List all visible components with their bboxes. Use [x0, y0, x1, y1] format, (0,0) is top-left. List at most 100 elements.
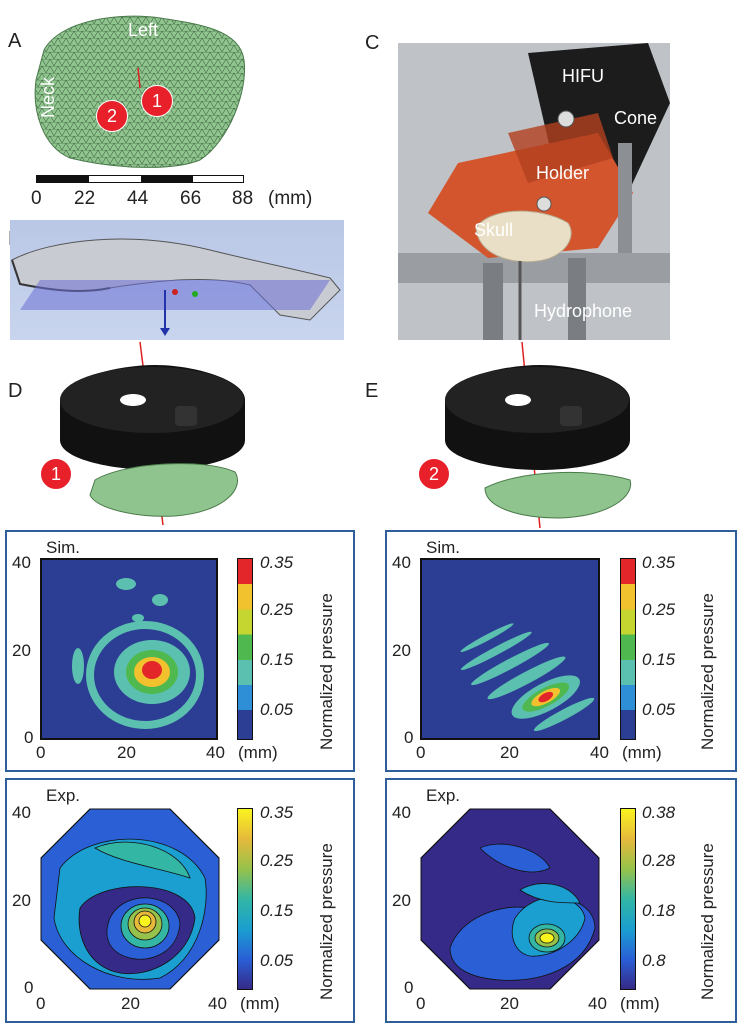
panel-b-render: [10, 220, 344, 340]
sim-e-contours: [460, 623, 595, 732]
scale-bar: [36, 175, 244, 183]
sim-d-xtick-0: 0: [36, 743, 46, 762]
sim-e-ytick-40: 40: [392, 553, 411, 572]
sim-d-xtick-20: 20: [117, 743, 136, 762]
label-skull: Skull: [474, 220, 514, 240]
exp-d-cbar-tick-1: 0.25: [260, 851, 294, 870]
exp-e-xtick-20: 20: [500, 994, 519, 1013]
exp-e-ytick-0: 0: [404, 978, 414, 997]
frame-exp-e: [385, 778, 737, 1023]
label-hifu: HIFU: [562, 66, 604, 86]
panel-e-transducer-render: [440, 340, 640, 530]
exp-e-xtick-0: 0: [416, 994, 426, 1013]
sim-e-cbar-tick-2: 0.15: [642, 650, 676, 669]
sim-e-xtick-20: 20: [500, 743, 519, 762]
sim-d-cbar-tick-1: 0.25: [260, 600, 294, 619]
sim-e-xunit: (mm): [622, 743, 662, 762]
exp-d-colorbar: [237, 808, 253, 990]
exp-d-tag: Exp.: [46, 786, 81, 805]
label-hydrophone: Hydrophone: [534, 301, 633, 321]
exp-e-tag: Exp.: [426, 786, 461, 805]
marker-1-badge-d: 1: [40, 458, 72, 490]
transducer-and-skull-d: [60, 341, 245, 526]
frame-sim-d: [5, 530, 355, 772]
sim-d-xtick-40: 40: [206, 743, 225, 762]
exp-d-heatmap: [40, 808, 220, 990]
exp-d-ytick-0: 0: [24, 978, 34, 997]
exp-d-ytick-20: 20: [12, 891, 31, 910]
exp-e-colorbar: [620, 808, 636, 990]
sim-e-cbar-tick-1: 0.25: [642, 600, 676, 619]
sim-d-contours: [72, 578, 204, 729]
exp-e-cbar-tick-0: 0.38: [642, 803, 676, 822]
exp-d-cbar-label: Normalized pressure: [317, 843, 336, 1000]
sim-e-cbar-tick-3: 0.05: [642, 700, 676, 719]
sim-d-ytick-40: 40: [12, 553, 31, 572]
sim-d-heatmap: [40, 558, 218, 740]
exp-d-xtick-0: 0: [36, 994, 46, 1013]
exp-d-xunit: (mm): [240, 994, 280, 1013]
label-cone: Cone: [614, 108, 658, 128]
transducer-and-skull-e: [445, 341, 632, 529]
exp-d-cbar-tick-2: 0.15: [260, 901, 294, 920]
sim-e-tag: Sim.: [426, 538, 460, 557]
sim-e-cbar-tick-0: 0.35: [642, 553, 676, 572]
sim-e-xtick-40: 40: [590, 743, 609, 762]
sim-d-cbar-label: Normalized pressure: [317, 593, 336, 750]
scale-tick-0: 0: [31, 188, 42, 209]
label-left: Left: [128, 20, 159, 40]
marker-2-badge: 2: [96, 100, 128, 132]
exp-e-cbar-tick-1: 0.28: [642, 851, 676, 870]
sim-e-colorbar: [620, 558, 636, 740]
panel-d-transducer-render: [55, 340, 255, 530]
sim-d-colorbar: [237, 558, 253, 740]
frame-exp-d: [5, 778, 355, 1023]
scale-bar-seg-1: [37, 176, 89, 182]
scale-bar-seg-3: [141, 176, 193, 182]
exp-d-ytick-40: 40: [12, 803, 31, 822]
label-neck: Neck: [38, 76, 58, 118]
scale-tick-22: 22: [74, 188, 96, 209]
exp-e-ytick-20: 20: [392, 891, 411, 910]
frame-sim-e: [385, 530, 737, 772]
panel-letter-e: E: [365, 380, 379, 402]
exp-e-cbar-tick-2: 0.18: [642, 901, 676, 920]
exp-e-xtick-40: 40: [588, 994, 607, 1013]
exp-d-xtick-20: 20: [121, 994, 140, 1013]
sim-d-tag: Sim.: [46, 538, 80, 557]
sim-e-heatmap: [420, 558, 600, 740]
exp-e-xunit: (mm): [620, 994, 660, 1013]
sim-d-cbar-tick-2: 0.15: [260, 650, 294, 669]
exp-d-cbar-tick-3: 0.05: [260, 951, 294, 970]
sim-d-ytick-0: 0: [24, 728, 34, 747]
exp-e-contours: [420, 808, 600, 990]
experimental-setup-photo: [398, 43, 670, 340]
scale-tick-66: 66: [180, 188, 202, 209]
sim-e-cbar-label: Normalized pressure: [698, 593, 717, 750]
skull-mesh-top-view: [34, 15, 246, 168]
scale-tick-88: 88: [232, 188, 254, 209]
sim-e-xtick-0: 0: [416, 743, 426, 762]
panel-letter-c: C: [365, 32, 380, 54]
label-holder: Holder: [536, 163, 590, 183]
exp-d-contours: [40, 808, 220, 990]
marker-1-badge: 1: [141, 85, 173, 117]
marker-2-badge-e: 2: [418, 458, 450, 490]
exp-e-ytick-40: 40: [392, 803, 411, 822]
exp-e-cbar-label: Normalized pressure: [698, 843, 717, 1000]
sim-d-xunit: (mm): [238, 743, 278, 762]
skull-section-render: [11, 238, 341, 336]
exp-d-xtick-40: 40: [208, 994, 227, 1013]
panel-letter-a: A: [8, 30, 22, 52]
panel-c-photo: [398, 43, 670, 340]
sim-e-ytick-20: 20: [392, 641, 411, 660]
exp-d-cbar-tick-0: 0.35: [260, 803, 294, 822]
sim-d-cbar-tick-3: 0.05: [260, 700, 294, 719]
scale-tick-44: 44: [127, 188, 149, 209]
sim-e-ytick-0: 0: [404, 728, 414, 747]
sim-d-cbar-tick-0: 0.35: [260, 553, 294, 572]
panel-a-skull-mesh: [30, 10, 248, 170]
sim-d-ytick-20: 20: [12, 641, 31, 660]
exp-e-heatmap: [420, 808, 600, 990]
panel-letter-d: D: [8, 380, 23, 402]
